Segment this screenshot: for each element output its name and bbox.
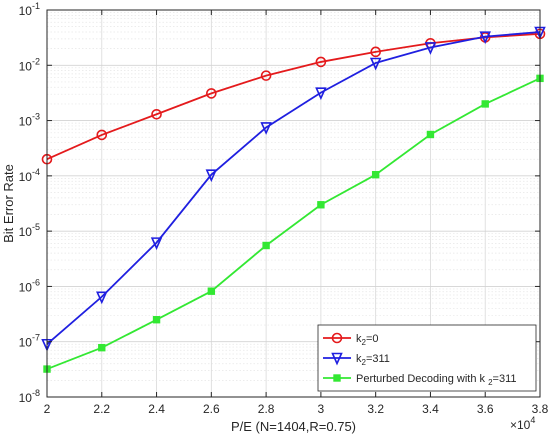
data-point <box>333 374 341 382</box>
x-tick-label: 3.8 <box>532 402 549 416</box>
x-tick-label: 3.4 <box>422 402 439 416</box>
legend-text: k <box>356 333 362 345</box>
data-point <box>426 130 435 139</box>
legend-text: =311 <box>493 373 517 385</box>
plot-frame <box>46 9 541 398</box>
x-tick-label: 2.8 <box>258 402 275 416</box>
data-point <box>96 129 108 141</box>
y-tick-base: 10 <box>19 170 33 184</box>
x-axis-multiplier: ×104 <box>510 415 535 432</box>
y-tick-base: 10 <box>19 280 33 294</box>
x-tick-label: 2.6 <box>203 402 220 416</box>
y-tick-exponent: -1 <box>32 1 40 11</box>
data-point <box>371 170 380 179</box>
data-point <box>98 343 106 352</box>
series-line <box>46 31 541 345</box>
legend-label: k2=0 <box>356 333 379 347</box>
data-point <box>206 88 217 99</box>
data-point <box>369 57 382 71</box>
y-tick-base: 10 <box>19 336 33 350</box>
x-tick-label: 3.2 <box>367 402 384 416</box>
x-tick-label: 2.4 <box>148 402 165 416</box>
y-tick-exponent: -7 <box>32 333 40 343</box>
axis-ticks <box>46 9 541 398</box>
legend-text: k <box>356 353 362 365</box>
x-tick-label: 3 <box>318 402 325 416</box>
y-tick-base: 10 <box>19 115 33 129</box>
y-tick-label: 10-5 <box>19 222 40 239</box>
data-point <box>262 241 270 250</box>
y-tick-exponent: -5 <box>32 222 40 232</box>
y-tick-label: 10-6 <box>19 277 40 294</box>
data-point <box>260 70 272 81</box>
data-point <box>370 46 381 58</box>
data-point <box>151 108 162 120</box>
legend-text: Perturbed Decoding with k <box>356 373 488 385</box>
data-point <box>205 169 218 183</box>
y-tick-base: 10 <box>19 4 33 18</box>
data-point <box>260 122 272 135</box>
y-tick-base: 10 <box>19 225 33 239</box>
series-1 <box>41 26 546 352</box>
legend-label: Perturbed Decoding with k 2=311 <box>356 373 517 387</box>
legend-text: =0 <box>366 333 379 345</box>
data-point <box>207 287 216 295</box>
y-tick-base: 10 <box>19 59 33 73</box>
y-axis-label: Bit Error Rate <box>1 164 16 243</box>
x-tick-label: 2.2 <box>93 402 110 416</box>
x-multiplier-exponent: 4 <box>530 415 535 425</box>
legend-text: =311 <box>366 353 390 365</box>
y-tick-exponent: -3 <box>32 112 40 122</box>
x-multiplier-base: ×10 <box>510 418 531 432</box>
y-tick-exponent: -2 <box>32 56 40 66</box>
data-point <box>152 316 161 324</box>
data-point <box>481 100 489 108</box>
data-point <box>315 87 327 101</box>
data-point <box>317 201 325 209</box>
series-line <box>46 77 541 370</box>
x-tick-label: 3.6 <box>477 402 494 416</box>
legend-subscript: 2 <box>362 358 367 367</box>
legend-subscript: 2 <box>488 378 493 387</box>
x-tick-labels: 2 2.2 2.4 2.6 2.8 3 3.2 3.4 3.6 3.8 <box>44 402 549 416</box>
y-tick-label: 10-2 <box>19 56 40 73</box>
data-point <box>150 237 163 251</box>
y-tick-label: 10-3 <box>19 112 40 129</box>
x-axis-label: P/E (N=1404,R=0.75) <box>231 419 356 434</box>
y-tick-base: 10 <box>19 391 33 405</box>
data-point <box>331 332 343 344</box>
series-line <box>46 32 541 161</box>
data-point <box>331 352 343 366</box>
y-tick-exponent: -8 <box>32 388 40 398</box>
legend-subscript: 2 <box>362 338 367 347</box>
legend-label: k2=311 <box>356 353 390 367</box>
y-tick-labels: 10-810-710-610-510-410-310-210-1 <box>19 1 40 405</box>
y-tick-exponent: -4 <box>32 167 40 177</box>
x-tick-label: 2 <box>44 402 51 416</box>
data-point <box>479 31 491 45</box>
y-tick-exponent: -6 <box>32 277 40 287</box>
y-tick-label: 10-4 <box>19 167 40 184</box>
y-tick-label: 10-8 <box>19 388 40 405</box>
data-point <box>315 56 327 68</box>
data-point <box>96 291 108 305</box>
legend-box <box>317 324 537 392</box>
y-tick-label: 10-1 <box>19 1 40 18</box>
grid-lines <box>46 10 541 398</box>
y-tick-label: 10-7 <box>19 333 40 350</box>
data-point <box>424 42 437 55</box>
